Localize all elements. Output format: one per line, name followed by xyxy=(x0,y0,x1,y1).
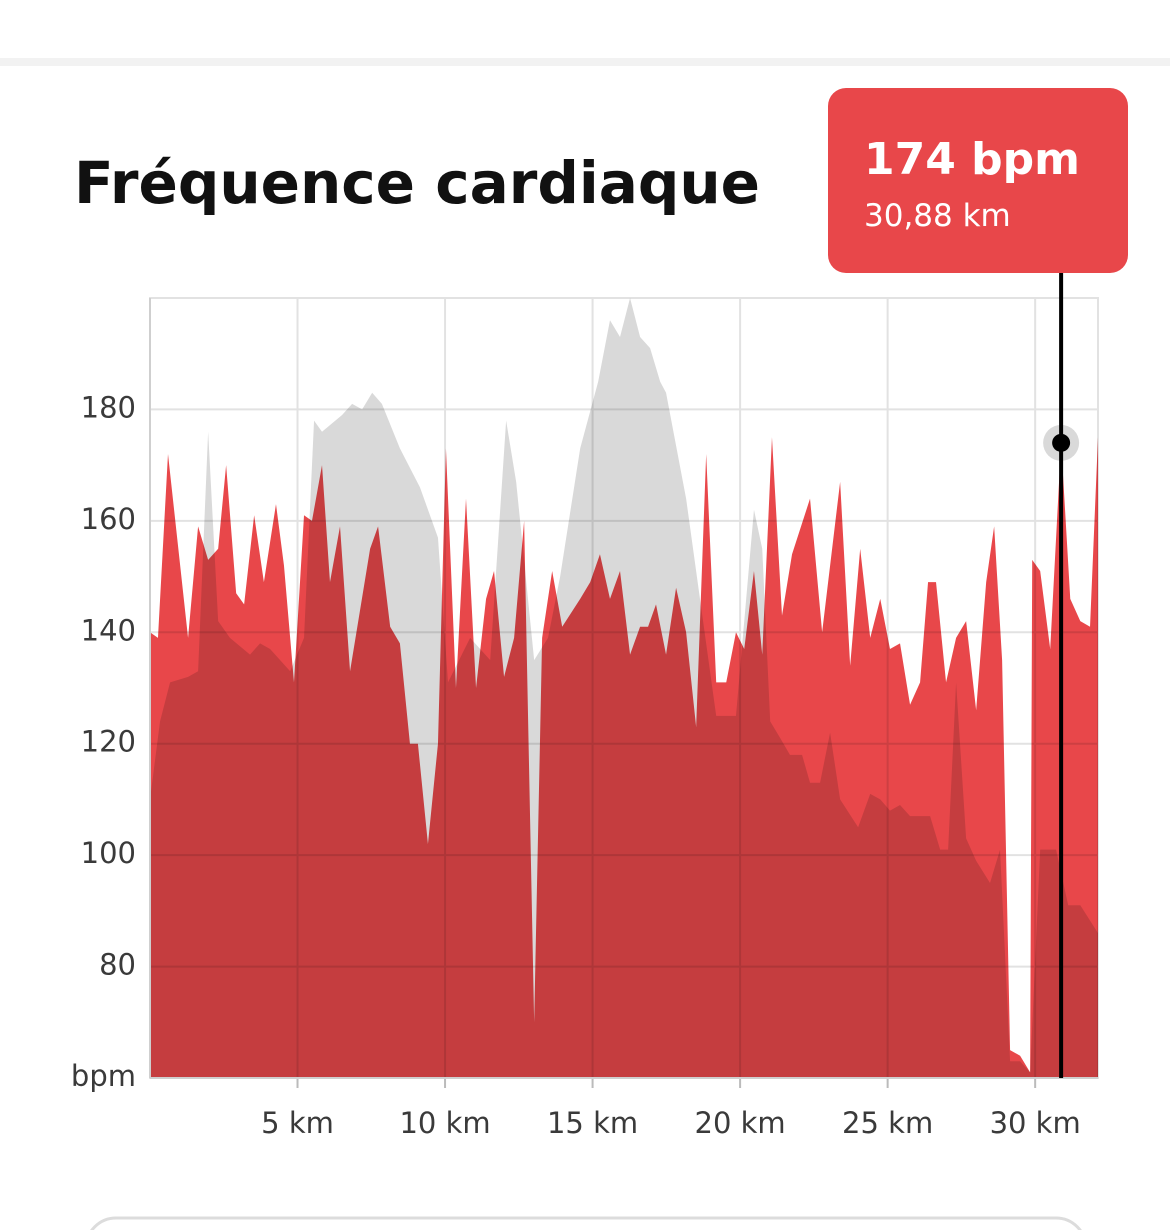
chart-title: Fréquence cardiaque xyxy=(74,149,760,217)
tooltip-distance: 30,88 km xyxy=(864,198,1011,234)
y-tick-label: bpm xyxy=(71,1059,136,1093)
tooltip-box xyxy=(828,88,1128,273)
y-tick-label: 180 xyxy=(81,390,136,424)
y-tick-label: 160 xyxy=(81,502,136,536)
x-tick-label: 20 km xyxy=(695,1106,786,1140)
x-tick-label: 10 km xyxy=(399,1106,490,1140)
tooltip-value: 174 bpm xyxy=(864,134,1080,185)
top-divider xyxy=(0,58,1170,66)
x-tick-label: 5 km xyxy=(261,1106,334,1140)
x-tick-label: 15 km xyxy=(547,1106,638,1140)
y-tick-label: 80 xyxy=(99,948,136,982)
x-tick-label: 25 km xyxy=(842,1106,933,1140)
y-tick-label: 120 xyxy=(81,725,136,759)
area xyxy=(150,437,1098,1078)
y-tick-label: 140 xyxy=(81,613,136,647)
next-card xyxy=(90,1216,1082,1230)
y-tick-label: 100 xyxy=(81,836,136,870)
plot: bpm 80 100 120 140 160 180 5 km 10 km 15 km 20 km 2… xyxy=(71,88,1128,1140)
x-tick-label: 30 km xyxy=(990,1106,1081,1140)
hover-point xyxy=(1052,433,1071,452)
